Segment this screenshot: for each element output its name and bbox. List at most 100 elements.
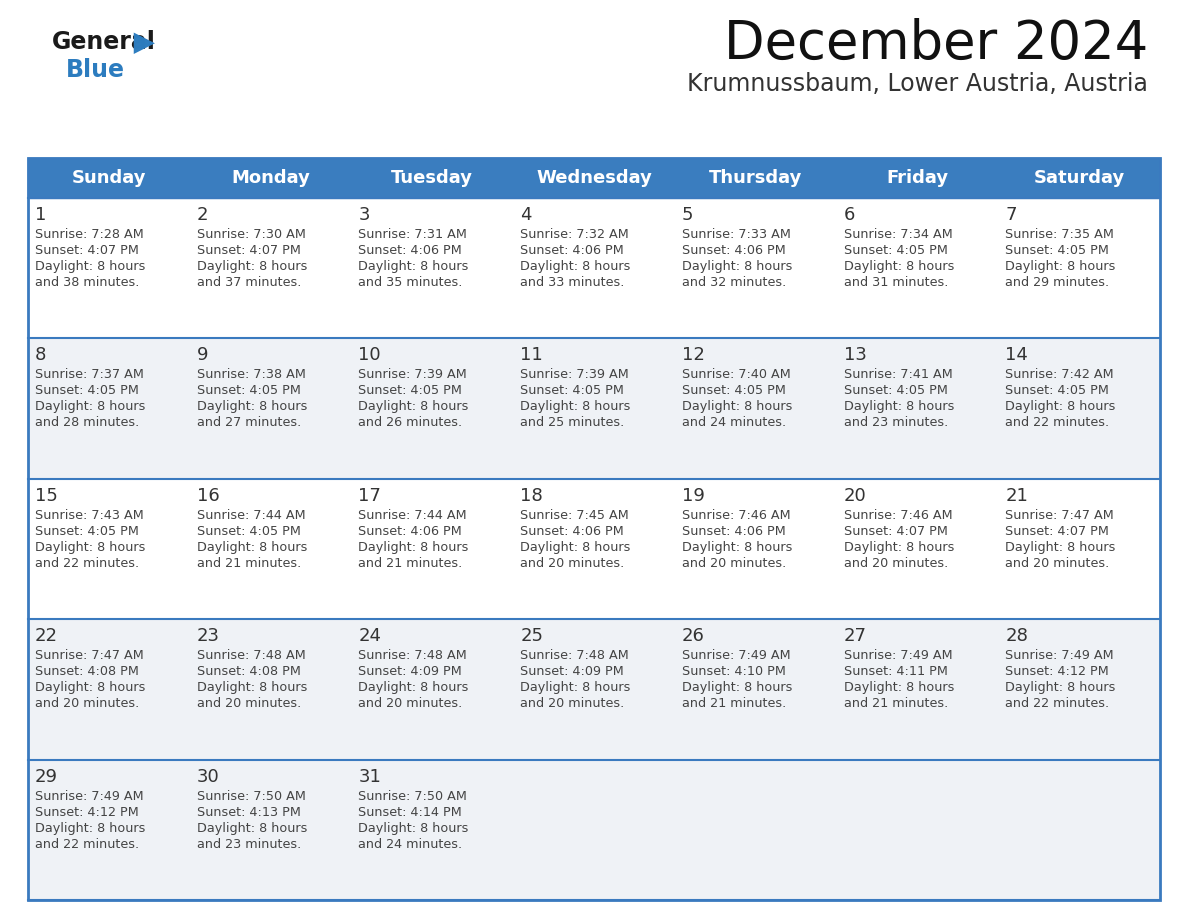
Text: and 31 minutes.: and 31 minutes.	[843, 276, 948, 289]
Text: Sunrise: 7:41 AM: Sunrise: 7:41 AM	[843, 368, 953, 381]
Text: 14: 14	[1005, 346, 1028, 364]
Text: and 24 minutes.: and 24 minutes.	[359, 837, 462, 851]
Text: Sunset: 4:11 PM: Sunset: 4:11 PM	[843, 666, 948, 678]
Text: Sunrise: 7:49 AM: Sunrise: 7:49 AM	[843, 649, 953, 662]
Text: General: General	[52, 30, 156, 54]
Text: Sunrise: 7:30 AM: Sunrise: 7:30 AM	[197, 228, 305, 241]
Text: Daylight: 8 hours: Daylight: 8 hours	[359, 541, 469, 554]
Text: Daylight: 8 hours: Daylight: 8 hours	[843, 681, 954, 694]
Text: Daylight: 8 hours: Daylight: 8 hours	[520, 681, 631, 694]
Text: Sunrise: 7:48 AM: Sunrise: 7:48 AM	[520, 649, 628, 662]
Text: Daylight: 8 hours: Daylight: 8 hours	[682, 541, 792, 554]
Text: Sunset: 4:06 PM: Sunset: 4:06 PM	[682, 525, 785, 538]
Text: Sunrise: 7:37 AM: Sunrise: 7:37 AM	[34, 368, 144, 381]
Text: Daylight: 8 hours: Daylight: 8 hours	[34, 541, 145, 554]
Text: and 22 minutes.: and 22 minutes.	[1005, 697, 1110, 711]
Text: Sunrise: 7:33 AM: Sunrise: 7:33 AM	[682, 228, 791, 241]
Text: Sunset: 4:07 PM: Sunset: 4:07 PM	[843, 525, 948, 538]
Text: and 20 minutes.: and 20 minutes.	[843, 557, 948, 570]
Text: Sunset: 4:08 PM: Sunset: 4:08 PM	[34, 666, 139, 678]
Text: Sunset: 4:14 PM: Sunset: 4:14 PM	[359, 806, 462, 819]
Text: Sunset: 4:09 PM: Sunset: 4:09 PM	[520, 666, 624, 678]
Text: Sunset: 4:06 PM: Sunset: 4:06 PM	[520, 244, 624, 257]
Text: Daylight: 8 hours: Daylight: 8 hours	[1005, 260, 1116, 273]
Text: Sunrise: 7:49 AM: Sunrise: 7:49 AM	[682, 649, 790, 662]
Text: 13: 13	[843, 346, 866, 364]
Text: Sunset: 4:06 PM: Sunset: 4:06 PM	[359, 244, 462, 257]
Text: Sunset: 4:09 PM: Sunset: 4:09 PM	[359, 666, 462, 678]
Text: 26: 26	[682, 627, 704, 645]
Text: Sunset: 4:05 PM: Sunset: 4:05 PM	[197, 525, 301, 538]
Text: 30: 30	[197, 767, 220, 786]
Text: Sunrise: 7:46 AM: Sunrise: 7:46 AM	[682, 509, 790, 521]
Text: Daylight: 8 hours: Daylight: 8 hours	[197, 541, 307, 554]
Text: and 20 minutes.: and 20 minutes.	[197, 697, 301, 711]
Text: Sunset: 4:05 PM: Sunset: 4:05 PM	[1005, 244, 1110, 257]
Text: 7: 7	[1005, 206, 1017, 224]
Text: Monday: Monday	[232, 169, 310, 187]
Text: Sunrise: 7:47 AM: Sunrise: 7:47 AM	[1005, 509, 1114, 521]
Text: 15: 15	[34, 487, 58, 505]
Text: 11: 11	[520, 346, 543, 364]
Text: ◀: ◀	[134, 28, 156, 56]
Text: Daylight: 8 hours: Daylight: 8 hours	[1005, 681, 1116, 694]
Text: Tuesday: Tuesday	[391, 169, 473, 187]
Text: 24: 24	[359, 627, 381, 645]
Text: December 2024: December 2024	[723, 18, 1148, 70]
Text: Wednesday: Wednesday	[536, 169, 652, 187]
Text: 29: 29	[34, 767, 58, 786]
Bar	[29, 479, 1159, 620]
Text: Sunset: 4:07 PM: Sunset: 4:07 PM	[34, 244, 139, 257]
Text: 5: 5	[682, 206, 694, 224]
Text: Sunset: 4:05 PM: Sunset: 4:05 PM	[1005, 385, 1110, 397]
Text: and 20 minutes.: and 20 minutes.	[682, 557, 786, 570]
Text: and 23 minutes.: and 23 minutes.	[843, 417, 948, 430]
Text: Sunrise: 7:48 AM: Sunrise: 7:48 AM	[359, 649, 467, 662]
Text: Sunset: 4:05 PM: Sunset: 4:05 PM	[843, 385, 948, 397]
Text: Daylight: 8 hours: Daylight: 8 hours	[197, 822, 307, 834]
Text: and 27 minutes.: and 27 minutes.	[197, 417, 301, 430]
Text: Sunset: 4:08 PM: Sunset: 4:08 PM	[197, 666, 301, 678]
Text: and 20 minutes.: and 20 minutes.	[1005, 557, 1110, 570]
Text: 4: 4	[520, 206, 532, 224]
Text: 20: 20	[843, 487, 866, 505]
Text: and 28 minutes.: and 28 minutes.	[34, 417, 139, 430]
Text: Daylight: 8 hours: Daylight: 8 hours	[682, 260, 792, 273]
Text: 2: 2	[197, 206, 208, 224]
Text: Blue: Blue	[67, 58, 125, 82]
Text: and 20 minutes.: and 20 minutes.	[520, 697, 625, 711]
Text: 1: 1	[34, 206, 46, 224]
Text: Sunrise: 7:39 AM: Sunrise: 7:39 AM	[520, 368, 628, 381]
Text: Sunset: 4:05 PM: Sunset: 4:05 PM	[843, 244, 948, 257]
Text: Daylight: 8 hours: Daylight: 8 hours	[682, 681, 792, 694]
Bar	[29, 198, 1159, 339]
Text: Daylight: 8 hours: Daylight: 8 hours	[197, 681, 307, 694]
Text: and 35 minutes.: and 35 minutes.	[359, 276, 463, 289]
Bar	[29, 339, 1159, 479]
Text: Saturday: Saturday	[1034, 169, 1125, 187]
Text: Friday: Friday	[886, 169, 948, 187]
Text: Sunrise: 7:38 AM: Sunrise: 7:38 AM	[197, 368, 305, 381]
Text: Sunset: 4:05 PM: Sunset: 4:05 PM	[520, 385, 624, 397]
Text: Sunset: 4:07 PM: Sunset: 4:07 PM	[1005, 525, 1110, 538]
Text: and 20 minutes.: and 20 minutes.	[359, 697, 462, 711]
Text: Sunrise: 7:45 AM: Sunrise: 7:45 AM	[520, 509, 628, 521]
Text: 12: 12	[682, 346, 704, 364]
Text: and 25 minutes.: and 25 minutes.	[520, 417, 625, 430]
Text: Sunset: 4:12 PM: Sunset: 4:12 PM	[1005, 666, 1110, 678]
Text: Daylight: 8 hours: Daylight: 8 hours	[1005, 541, 1116, 554]
Text: and 22 minutes.: and 22 minutes.	[34, 837, 139, 851]
Text: 25: 25	[520, 627, 543, 645]
Text: Daylight: 8 hours: Daylight: 8 hours	[34, 822, 145, 834]
Text: and 20 minutes.: and 20 minutes.	[520, 557, 625, 570]
Text: Sunrise: 7:47 AM: Sunrise: 7:47 AM	[34, 649, 144, 662]
Text: 28: 28	[1005, 627, 1028, 645]
Text: Daylight: 8 hours: Daylight: 8 hours	[682, 400, 792, 413]
Text: Sunrise: 7:50 AM: Sunrise: 7:50 AM	[197, 789, 305, 802]
Text: Sunrise: 7:44 AM: Sunrise: 7:44 AM	[197, 509, 305, 521]
Text: and 22 minutes.: and 22 minutes.	[1005, 417, 1110, 430]
Text: Sunday: Sunday	[71, 169, 146, 187]
Text: Sunrise: 7:44 AM: Sunrise: 7:44 AM	[359, 509, 467, 521]
Text: Daylight: 8 hours: Daylight: 8 hours	[843, 541, 954, 554]
Text: Sunset: 4:12 PM: Sunset: 4:12 PM	[34, 806, 139, 819]
